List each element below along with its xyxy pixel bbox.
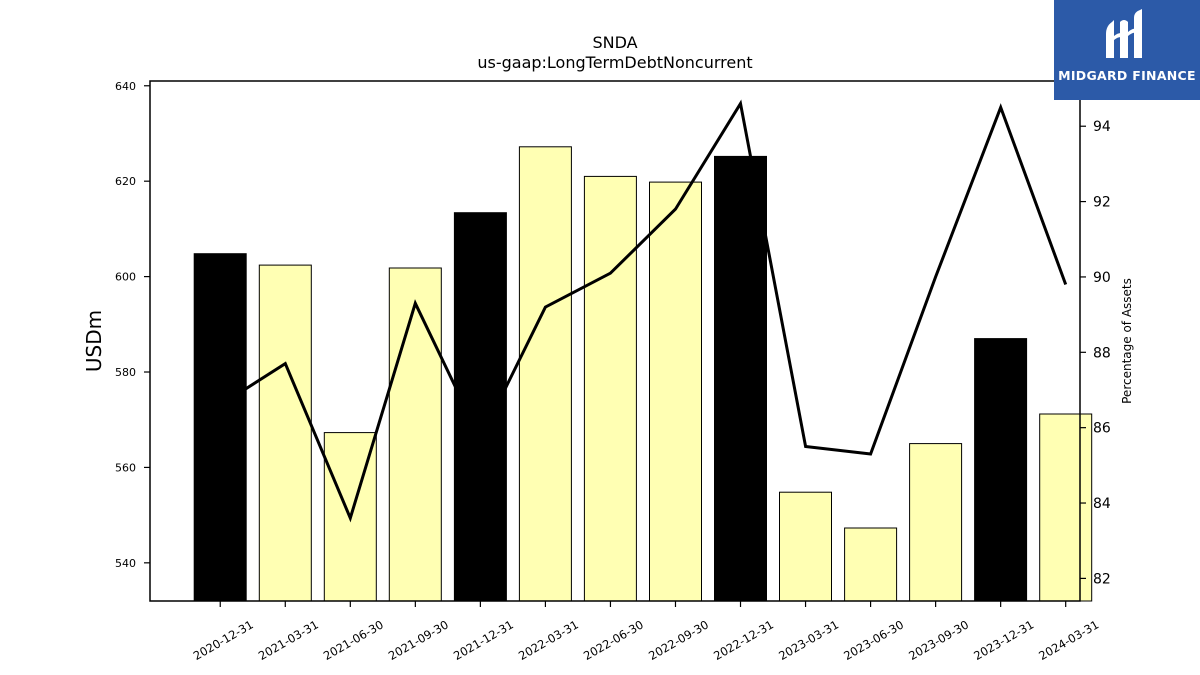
bar-2024-03-31 bbox=[1039, 413, 1093, 602]
y2-tick-label: 90 bbox=[1093, 270, 1111, 286]
x-tick-label: 2024-03-31 bbox=[1036, 617, 1101, 663]
bar-2022-06-30 bbox=[583, 175, 637, 602]
bar-2021-12-31 bbox=[453, 212, 507, 602]
x-tick-label: 2022-12-31 bbox=[711, 617, 776, 663]
y-tick-label: 620 bbox=[115, 175, 136, 188]
left-axis: 540 560 580 600 620 640 bbox=[115, 80, 150, 570]
x-tick-label: 2021-03-31 bbox=[256, 617, 321, 663]
y2-tick-label: 88 bbox=[1093, 345, 1111, 361]
y-tick-label: 580 bbox=[115, 366, 136, 379]
x-tick-label: 2023-03-31 bbox=[776, 617, 841, 663]
x-tick-label: 2021-06-30 bbox=[321, 617, 386, 663]
x-tick-label: 2020-12-31 bbox=[191, 617, 256, 663]
y-axis-label: USDm bbox=[82, 310, 106, 372]
y-tick-label: 560 bbox=[115, 461, 136, 474]
bar-2023-12-31 bbox=[974, 338, 1028, 602]
x-tick-label: 2022-06-30 bbox=[581, 617, 646, 663]
plot-frame bbox=[149, 80, 1081, 602]
bar-2022-12-31 bbox=[714, 155, 767, 602]
x-axis: 2020-12-31 2021-03-31 2021-06-30 2021-09-30… bbox=[191, 601, 1101, 663]
midgard-logo-icon bbox=[1106, 9, 1142, 58]
y-tick-label: 640 bbox=[115, 80, 136, 93]
x-tick-label: 2021-12-31 bbox=[451, 617, 516, 663]
bar-2020-12-31 bbox=[193, 253, 247, 602]
percentage-of-assets-line bbox=[219, 99, 1068, 523]
bar-2023-09-30 bbox=[909, 443, 963, 602]
x-tick-label: 2023-09-30 bbox=[906, 617, 971, 663]
bar-2023-03-31 bbox=[779, 491, 832, 602]
y2-tick-label: 86 bbox=[1093, 421, 1111, 437]
right-axis-label: Percentage of Assets bbox=[1120, 278, 1134, 404]
x-tick-label: 2023-12-31 bbox=[971, 617, 1036, 663]
y-tick-label: 540 bbox=[115, 557, 136, 570]
bar-2021-09-30 bbox=[388, 267, 442, 602]
midgard-finance-logo: MIDGARD FINANCE bbox=[1054, 0, 1200, 100]
y2-tick-label: 92 bbox=[1093, 195, 1111, 211]
x-tick-label: 2022-09-30 bbox=[646, 617, 711, 663]
bar-2022-03-31 bbox=[518, 146, 572, 602]
y2-tick-label: 84 bbox=[1093, 496, 1111, 512]
y2-tick-label: 82 bbox=[1093, 571, 1111, 587]
bar-2022-09-30 bbox=[649, 181, 702, 602]
x-tick-label: 2023-06-30 bbox=[841, 617, 906, 663]
y-tick-label: 600 bbox=[115, 271, 136, 284]
logo-text: MIDGARD FINANCE bbox=[1058, 68, 1196, 83]
chart-title: SNDA bbox=[592, 33, 637, 52]
bar-series bbox=[193, 146, 1093, 602]
bar-2021-03-31 bbox=[258, 264, 312, 602]
x-tick-label: 2022-03-31 bbox=[516, 617, 581, 663]
x-tick-label: 2021-09-30 bbox=[386, 617, 451, 663]
right-axis: 82 84 86 88 90 92 94 bbox=[1080, 119, 1111, 587]
bar-2023-06-30 bbox=[844, 527, 898, 602]
chart-subtitle: us-gaap:LongTermDebtNoncurrent bbox=[477, 53, 752, 72]
y2-tick-label: 94 bbox=[1093, 119, 1111, 135]
